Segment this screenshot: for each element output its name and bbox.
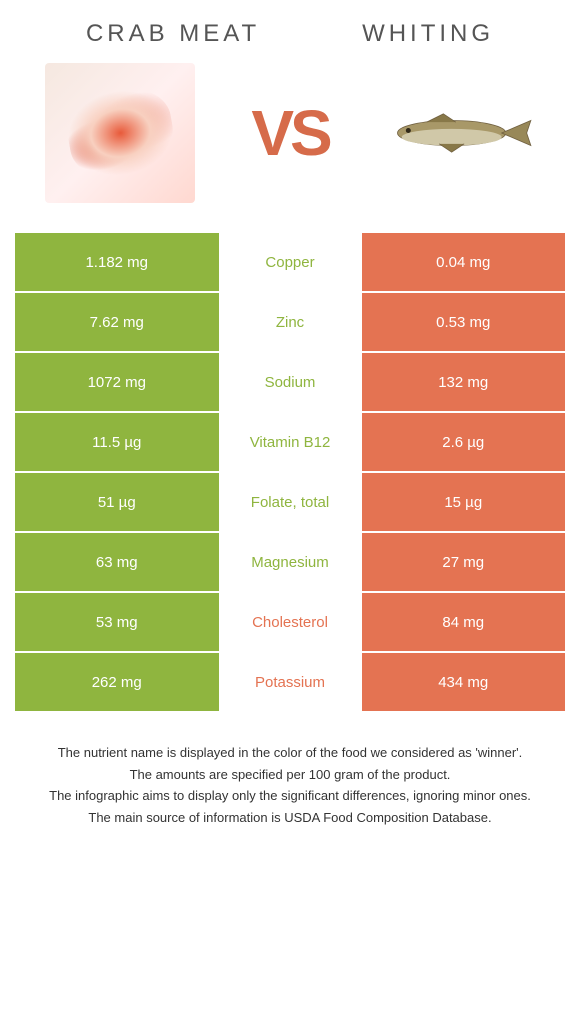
- table-row: 63 mgMagnesium27 mg: [15, 533, 565, 593]
- nutrient-value-right: 15 µg: [362, 473, 566, 533]
- table-row: 262 mgPotassium434 mg: [15, 653, 565, 713]
- table-row: 7.62 mgZinc0.53 mg: [15, 293, 565, 353]
- nutrient-value-right: 27 mg: [362, 533, 566, 593]
- table-row: 51 µgFolate, total15 µg: [15, 473, 565, 533]
- nutrient-label: Zinc: [219, 293, 362, 353]
- nutrient-value-right: 132 mg: [362, 353, 566, 413]
- nutrient-value-left: 1072 mg: [15, 353, 219, 413]
- nutrient-comparison-table: 1.182 mgCopper0.04 mg7.62 mgZinc0.53 mg1…: [15, 233, 565, 713]
- nutrient-value-left: 63 mg: [15, 533, 219, 593]
- nutrient-value-right: 0.04 mg: [362, 233, 566, 293]
- food-title-left: CRAB MEAT: [86, 20, 260, 48]
- nutrient-value-left: 51 µg: [15, 473, 219, 533]
- nutrient-value-left: 1.182 mg: [15, 233, 219, 293]
- vs-label: VS: [251, 96, 328, 170]
- footer-line-2: The amounts are specified per 100 gram o…: [30, 765, 550, 785]
- nutrient-value-right: 0.53 mg: [362, 293, 566, 353]
- nutrient-value-left: 11.5 µg: [15, 413, 219, 473]
- nutrient-value-right: 84 mg: [362, 593, 566, 653]
- footer-line-4: The main source of information is USDA F…: [30, 808, 550, 828]
- nutrient-label: Cholesterol: [219, 593, 362, 653]
- nutrient-value-right: 2.6 µg: [362, 413, 566, 473]
- table-row: 11.5 µgVitamin B122.6 µg: [15, 413, 565, 473]
- footer-line-3: The infographic aims to display only the…: [30, 786, 550, 806]
- food-title-right: WHITING: [362, 20, 494, 48]
- nutrient-label: Magnesium: [219, 533, 362, 593]
- nutrient-label: Potassium: [219, 653, 362, 713]
- table-row: 1.182 mgCopper0.04 mg: [15, 233, 565, 293]
- nutrient-label: Vitamin B12: [219, 413, 362, 473]
- table-row: 1072 mgSodium132 mg: [15, 353, 565, 413]
- whiting-image: [385, 63, 535, 203]
- images-row: VS: [15, 63, 565, 203]
- nutrient-value-left: 53 mg: [15, 593, 219, 653]
- nutrient-label: Folate, total: [219, 473, 362, 533]
- header-row: CRAB MEAT WHITING: [15, 20, 565, 48]
- table-row: 53 mgCholesterol84 mg: [15, 593, 565, 653]
- footer-notes: The nutrient name is displayed in the co…: [15, 743, 565, 827]
- crab-meat-image: [45, 63, 195, 203]
- nutrient-value-left: 262 mg: [15, 653, 219, 713]
- footer-line-1: The nutrient name is displayed in the co…: [30, 743, 550, 763]
- nutrient-value-left: 7.62 mg: [15, 293, 219, 353]
- nutrient-label: Copper: [219, 233, 362, 293]
- nutrient-label: Sodium: [219, 353, 362, 413]
- nutrient-value-right: 434 mg: [362, 653, 566, 713]
